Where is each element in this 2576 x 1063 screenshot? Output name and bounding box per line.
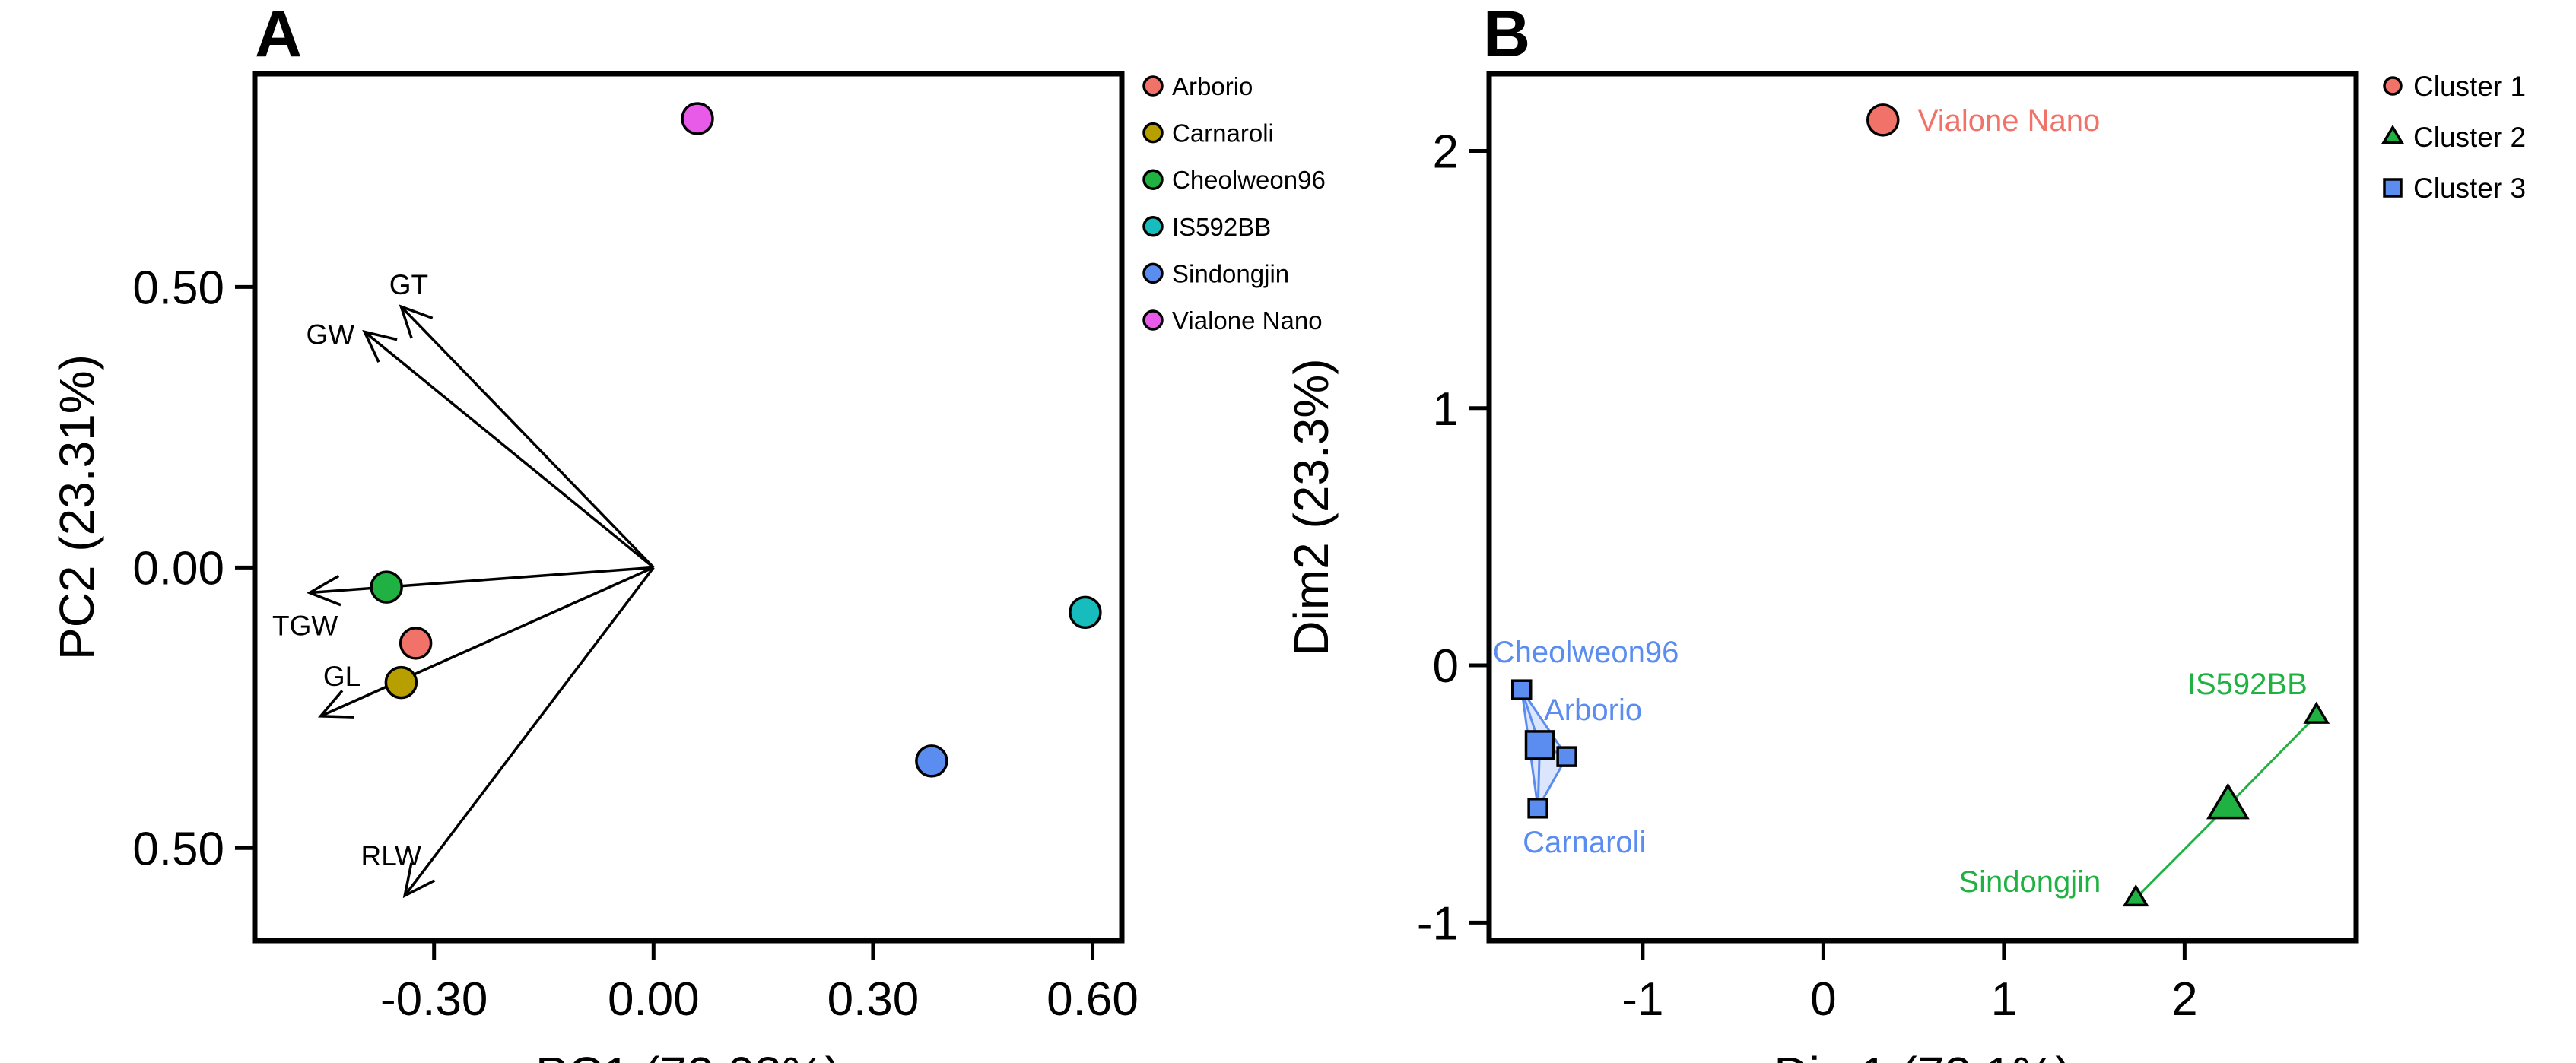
legend-b: Cluster 1 Cluster 2 Cluster 3: [2381, 71, 2526, 204]
loading-label-gw: GW: [306, 319, 354, 350]
loading-arrow-line-gw: [364, 331, 655, 569]
panel-letter-b: B: [1483, 0, 1530, 71]
a-x-tick-label-0-30: -0.30: [380, 973, 488, 1026]
legend-b-key-cluster-1: [2383, 76, 2403, 96]
legend-b-label-cluster-3: Cluster 3: [2413, 173, 2526, 204]
point-label-arborio: Arborio: [1544, 693, 1642, 727]
legend-a-label-cheolweon96: Cheolweon96: [1172, 166, 1326, 194]
loading-arrow-line-rlw: [403, 566, 655, 897]
point-arborio: [1556, 746, 1577, 767]
loading-arrow-head-gt: [399, 304, 434, 339]
legend-a: Arborio Carnaroli Cheolweon96 IS592BB Sindon…: [1142, 72, 1326, 335]
b-y-axis-title: Dim2 (23.3%): [1284, 358, 1339, 655]
loading-arrow-head-gw: [362, 329, 398, 363]
legend-a-key-carnaroli: [1142, 122, 1164, 144]
loading-arrow-tgw: TGW: [272, 566, 654, 642]
loading-arrow-head-rlw: [402, 862, 436, 899]
legend-a-label-sindongjin: Sindongjin: [1172, 259, 1289, 287]
a-y-tick-label-0-50: 0.50: [132, 823, 224, 875]
legend-a-key-vialone-nano: [1142, 309, 1164, 331]
legend-a-key-arborio: [1142, 75, 1164, 97]
loading-label-gt: GT: [389, 269, 428, 300]
legend-b-label-cluster-2: Cluster 2: [2413, 122, 2526, 153]
loading-arrow-gl: GL: [317, 566, 655, 719]
b-x-axis-title: Dim1 (72.1%): [1774, 1047, 2071, 1063]
b-x-tick-label-1: -1: [1622, 973, 1663, 1026]
panel-letter-a: A: [255, 0, 302, 71]
legend-b-key-cluster-2: [2381, 124, 2405, 144]
point-carnaroli: [1527, 798, 1548, 819]
point-cheolweon96: [1511, 679, 1533, 700]
legend-b-label-cluster-1: Cluster 1: [2413, 71, 2526, 102]
point-label-carnaroli: Carnaroli: [1523, 826, 1646, 859]
legend-a-label-vialone-nano: Vialone Nano: [1172, 306, 1323, 335]
a-y-axis-title: PC2 (23.31%): [49, 354, 104, 660]
legend-a-key-sindongjin: [1142, 262, 1164, 284]
point-is592bb: [2303, 701, 2330, 724]
loading-label-gl: GL: [323, 661, 361, 692]
cluster-cluster-3: Cheolweon96 Arborio Carnaroli: [1493, 636, 1679, 859]
cluster-centroid-cluster-2: [2206, 782, 2250, 820]
point-sindongjin: [915, 744, 948, 778]
legend-a-label-is592bb: IS592BB: [1172, 213, 1271, 241]
b-x-tick-label-2: 2: [2171, 973, 2197, 1026]
cluster-centroid-cluster-3: [1524, 730, 1555, 760]
loading-arrow-line-gl: [319, 566, 655, 718]
loading-arrow-head-gl: [317, 690, 354, 719]
loading-label-tgw: TGW: [272, 611, 338, 642]
b-y-tick-label-0: 0: [1433, 640, 1459, 693]
plot-frame-a: [252, 71, 1125, 944]
loading-arrow-gt: GT: [389, 269, 655, 569]
point-label-vialone-nano: Vialone Nano: [1918, 104, 2100, 138]
legend-a-label-arborio: Arborio: [1172, 72, 1253, 100]
a-x-tick-label-0-00: 0.00: [608, 973, 700, 1026]
b-y-tick-label-1: -1: [1417, 897, 1459, 950]
b-x-tick-label-1: 1: [1991, 973, 2017, 1026]
loading-arrow-line-tgw: [310, 566, 654, 595]
point-arborio: [399, 627, 433, 660]
cluster-spoke-is592bb: [2227, 714, 2317, 807]
point-vialone-nano: [681, 102, 714, 135]
loading-label-rlw: RLW: [361, 840, 421, 871]
legend-a-key-cheolweon96: [1142, 169, 1164, 190]
point-carnaroli: [384, 665, 418, 700]
panel-a: -0.30 0.00 0.30 0.60 0.50 0.00 0.50 PC1 (72.08%…: [49, 71, 1139, 1063]
a-y-tick-label-0-50: 0.50: [132, 262, 224, 314]
point-label-cheolweon96: Cheolweon96: [1493, 636, 1679, 669]
b-y-tick-label-2: 2: [1433, 125, 1459, 178]
cluster-cluster-2: IS592BB Sindongjin: [1958, 668, 2330, 907]
b-y-tick-label-1: 1: [1433, 383, 1459, 436]
a-x-axis-title: PC1 (72.08%): [535, 1047, 841, 1063]
legend-a-key-is592bb: [1142, 216, 1164, 237]
panel-b: -1 0 1 2 2 1 0 -1 Dim1 (72.1%) Dim2 (23.3%) Vialon…: [1284, 71, 2359, 1063]
a-x-tick-label-0-60: 0.60: [1047, 973, 1139, 1026]
point-label-is592bb: IS592BB: [2187, 668, 2308, 701]
b-x-tick-label-0: 0: [1810, 973, 1836, 1026]
loading-arrow-head-tgw: [307, 575, 341, 607]
cluster-cluster-1: Vialone Nano: [1866, 103, 2100, 138]
loading-arrow-line-gt: [400, 305, 655, 569]
point-cheolweon96: [370, 570, 403, 604]
a-y-tick-label-0-00: 0.00: [132, 542, 224, 595]
legend-b-key-cluster-3: [2383, 178, 2403, 198]
plot-frame-b: [1486, 71, 2359, 944]
a-x-tick-label-0-30: 0.30: [827, 973, 920, 1026]
cluster-spoke-sindongjin: [2135, 804, 2229, 900]
point-is592bb: [1069, 595, 1102, 630]
loading-arrow-gw: GW: [306, 319, 655, 569]
legend-a-label-carnaroli: Carnaroli: [1172, 119, 1274, 148]
loading-arrow-rlw: RLW: [361, 566, 655, 899]
point-label-sindongjin: Sindongjin: [1958, 865, 2101, 899]
point-sindongjin: [2122, 884, 2149, 907]
cluster-centroid-cluster-1: [1866, 103, 1900, 137]
